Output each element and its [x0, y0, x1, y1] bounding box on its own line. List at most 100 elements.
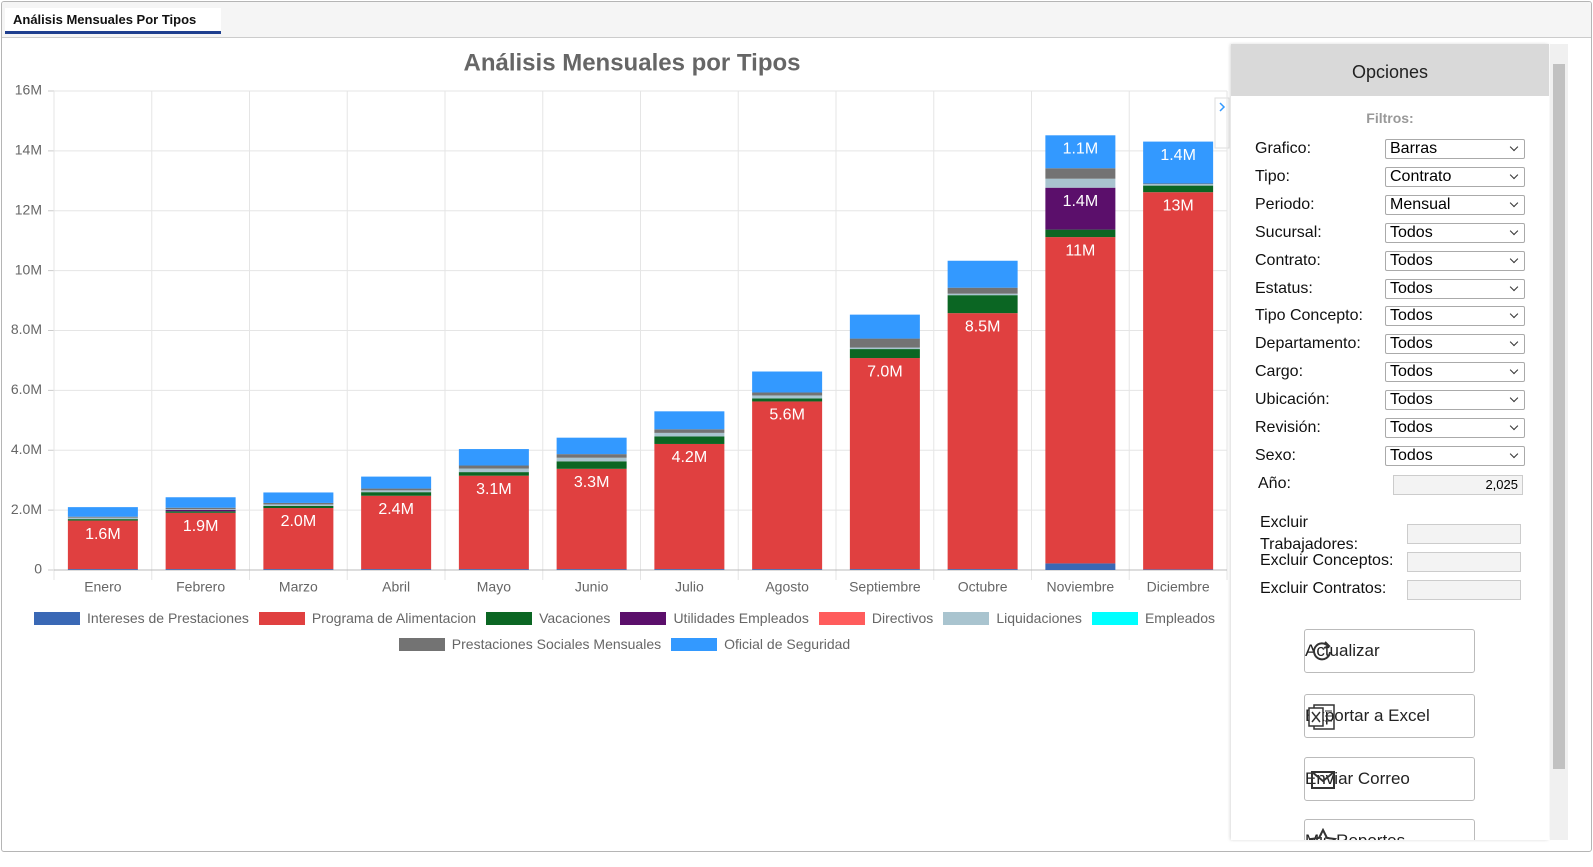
filter-label: Cargo: [1255, 363, 1304, 381]
x-tick-label: Abril [382, 579, 410, 595]
bar-segment [1143, 192, 1214, 570]
x-tick-label: Agosto [765, 579, 809, 595]
legend-swatch [398, 637, 445, 651]
filter-label: Ubicación: [1255, 391, 1330, 409]
bar-segment [849, 314, 920, 339]
bar-segment [67, 517, 138, 520]
legend-label: Utilidades Empleados [673, 610, 809, 626]
filter-label: Tipo: [1255, 167, 1290, 185]
bar-segment [1143, 183, 1214, 185]
legend-label: Directivos [871, 610, 934, 626]
legend-item[interactable]: Oficial de Seguridad [671, 636, 850, 652]
bar-segment [458, 475, 529, 570]
scroll-thumb[interactable] [1553, 64, 1565, 769]
bar-segment [654, 569, 725, 570]
bar-segment [361, 476, 432, 489]
y-tick-label: 2.0M [11, 501, 42, 517]
filter-select[interactable]: Todos [1385, 250, 1525, 271]
filter-select[interactable]: Todos [1385, 362, 1525, 383]
y-tick-label: 16M [15, 82, 42, 98]
legend-item[interactable]: Empleados [1091, 610, 1215, 626]
y-tick-label: 6.0M [11, 381, 42, 397]
exclude-input[interactable] [1407, 580, 1521, 600]
button-icon [1308, 704, 1335, 730]
bar-segment [1045, 168, 1116, 179]
filter-select[interactable]: Contrato [1385, 166, 1525, 187]
scrollbar[interactable] [1550, 44, 1568, 840]
action-button[interactable]: Mis Reportes [1304, 819, 1475, 840]
year-label: Año: [1258, 475, 1291, 492]
legend-item[interactable]: Programa de Alimentacion [258, 610, 477, 626]
exclude-input[interactable] [1407, 552, 1521, 572]
bar-segment [654, 436, 725, 444]
bar-segment [458, 569, 529, 570]
filter-select[interactable]: Todos [1385, 278, 1525, 299]
bar-segment [556, 437, 627, 455]
y-tick-label: 4.0M [11, 441, 42, 457]
bar-segment [67, 569, 138, 570]
bar-segment [263, 502, 334, 505]
data-label: 2.0M [281, 513, 317, 530]
legend-item[interactable]: Directivos [818, 610, 934, 626]
y-tick-label: 12M [15, 201, 42, 217]
action-button[interactable]: Actualizar [1304, 629, 1475, 673]
data-label: 1.4M [1063, 193, 1099, 210]
filter-select[interactable]: Todos [1385, 418, 1525, 438]
x-tick-label: Enero [84, 579, 122, 595]
panel-title: Opciones [1231, 44, 1549, 96]
x-tick-label: Febrero [176, 579, 225, 595]
collapse-handle[interactable] [1214, 97, 1230, 149]
bar-segment [1045, 563, 1116, 570]
data-label: 5.6M [769, 407, 805, 424]
filter-label: Sexo: [1255, 446, 1296, 464]
exclude-input[interactable] [1407, 524, 1521, 544]
y-tick-label: 10M [15, 261, 42, 277]
bar-segment [263, 505, 334, 509]
legend-item[interactable]: Prestaciones Sociales Mensuales [398, 636, 662, 652]
filter-select[interactable]: Mensual [1385, 194, 1525, 215]
action-button[interactable]: Exportar a Excel [1304, 694, 1475, 738]
y-tick-label: 14M [15, 142, 42, 158]
button-icon [1308, 828, 1338, 840]
bar-segment [458, 465, 529, 469]
legend-item[interactable]: Vacaciones [486, 610, 610, 626]
bar-segment [752, 398, 823, 402]
legend-swatch [943, 611, 990, 625]
data-label: 8.5M [965, 318, 1001, 335]
filter-select[interactable]: Todos [1385, 390, 1525, 411]
legend-label: Programa de Alimentacion [311, 610, 477, 626]
year-input[interactable]: 2,025 [1393, 475, 1523, 495]
bar-segment [752, 395, 823, 399]
bar-segment [556, 457, 627, 462]
legend-label: Vacaciones [539, 610, 611, 626]
bar-segment [1143, 184, 1214, 186]
legend-item[interactable]: Utilidades Empleados [620, 610, 809, 626]
bar-segment [654, 411, 725, 430]
legend-swatch [486, 611, 533, 625]
data-label: 11M [1065, 242, 1095, 259]
filter-select[interactable]: Todos [1385, 306, 1525, 327]
bar-segment [556, 461, 627, 469]
filter-select[interactable]: Barras [1385, 139, 1525, 159]
filter-label: Estatus: [1255, 279, 1313, 297]
legend-label: Liquidaciones [996, 610, 1082, 626]
filter-select[interactable]: Todos [1385, 334, 1525, 355]
action-button[interactable]: Enviar Correo [1304, 757, 1475, 801]
bar-segment [263, 569, 334, 570]
data-label: 4.2M [672, 449, 708, 466]
bar-segment [849, 358, 920, 570]
legend-item[interactable]: Intereses de Prestaciones [34, 610, 249, 626]
bar-segment [165, 511, 236, 513]
legend-label: Prestaciones Sociales Mensuales [451, 636, 662, 652]
data-label: 1.9M [183, 518, 219, 535]
filter-select[interactable]: Todos [1385, 222, 1525, 243]
chart: Análisis Mensuales por Tipos 0 2.0M 4.0M 6.… [11, 49, 1230, 595]
legend-item[interactable]: Liquidaciones [943, 610, 1082, 626]
bar-segment [361, 490, 432, 493]
data-label: 1.6M [85, 526, 121, 543]
tab[interactable]: Análisis Mensuales Por Tipos [5, 8, 221, 34]
filter-select[interactable]: Todos [1385, 445, 1525, 466]
filter-label: Periodo: [1255, 195, 1315, 213]
bar-segment [1143, 185, 1214, 193]
